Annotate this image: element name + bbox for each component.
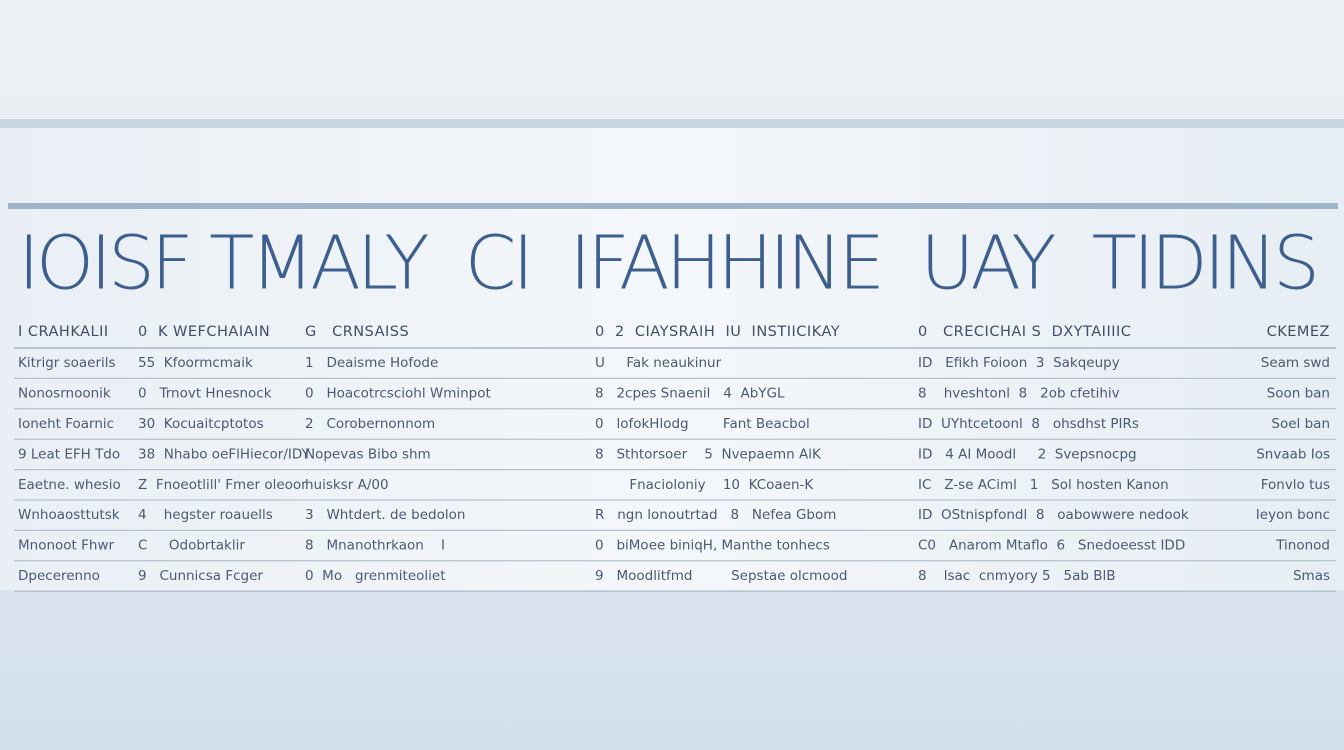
- table-cell: huisksr A/00: [305, 477, 389, 493]
- table: I CRAHKALII 0 K WEFCHAIAIN G CRNSAISS 0 2 C…: [14, 324, 1336, 592]
- column-header: I CRAHKALII: [18, 324, 109, 340]
- table-cell: Smas: [1293, 568, 1330, 584]
- title-rule: [8, 203, 1338, 209]
- table-cell: 0 Mo grenmiteoliet: [305, 568, 446, 584]
- table-cell: 8 Mnanothrkaon I: [305, 538, 445, 554]
- table-cell: U Fak neaukinur: [595, 355, 722, 371]
- table-cell: 0 Trnovt Hnesnock: [138, 386, 272, 402]
- table-cell: Nonosrnoonik: [18, 386, 111, 402]
- table-cell: Eaetne. whesio: [18, 477, 121, 493]
- table-cell: 55 Kfoormcmaik: [138, 355, 253, 371]
- table-cell: ID Efikh Foioon 3 Sakqeupy: [918, 355, 1120, 371]
- table-cell: Kitrigr soaerils: [18, 355, 116, 371]
- table-cell: Ieyon bonc: [1256, 507, 1330, 523]
- table-cell: Fnacioloniy 10 KCoaen-K: [595, 477, 814, 493]
- top-band: [0, 119, 1344, 128]
- table-cell: 8 hveshtonl 8 2ob cfetihiv: [918, 386, 1120, 402]
- table-cell: Z Fnoeotlill' Fmer oleoor: [138, 477, 307, 493]
- table-cell: R ngn lonoutrtad 8 Nefea Gbom: [595, 507, 836, 523]
- table-cell: Soel ban: [1271, 416, 1330, 432]
- table-cell: Snvaab Ios: [1256, 446, 1330, 462]
- column-header: 0 CRECICHAI S DXYTAIIIIC: [918, 324, 1131, 340]
- table-cell: IC Z-se ACiml 1 Sol hosten Kanon: [918, 477, 1169, 493]
- table-cell: Nopevas Bibo shm: [305, 446, 431, 462]
- table-cell: 4 hegster roauells: [138, 507, 273, 523]
- table-cell: Soon ban: [1267, 386, 1330, 402]
- table-cell: Ioneht Foarnic: [18, 416, 114, 432]
- table-cell: Tinonod: [1275, 538, 1330, 554]
- table-cell: 3 Whtdert. de bedolon: [305, 507, 465, 523]
- table-cell: Seam swd: [1261, 355, 1330, 371]
- table-cell: 0 Hoacotrcsciohl Wminpot: [305, 386, 491, 402]
- table-cell: 0 biMoee biniqH, Manthe tonhecs: [595, 538, 830, 554]
- table-cell: 1 Deaisme Hofode: [305, 355, 438, 371]
- table-cell: Mnonoot Fhwr: [18, 538, 114, 554]
- table-cell: ID OStnispfondl 8 oabowwere nedook: [918, 507, 1189, 523]
- table-cell: ID 4 AI Moodl 2 Svepsnocpg: [918, 446, 1137, 462]
- column-header: G CRNSAISS: [305, 324, 409, 340]
- table-cell: 9 Cunnicsa Fcger: [138, 568, 263, 584]
- table-cell: 9 Moodlitfmd Sepstae olcmood: [595, 568, 847, 584]
- column-header: 0 K WEFCHAIAIN: [138, 324, 270, 340]
- table-cell: 8 Sthtorsoer 5 Nvepaemn AlK: [595, 446, 822, 462]
- table-cell: Dpecerenno: [18, 568, 100, 584]
- page-title: IOISF TMALY CI IFAHHINE UAY TIDINS: [18, 221, 1320, 307]
- table-cell: 2 Corobernonnom: [305, 416, 435, 432]
- table-cell: C0 Anarom Mtaflo 6 Snedoeesst IDD: [918, 538, 1185, 554]
- table-cell: 8 2cpes Snaenil 4 AbYGL: [595, 386, 785, 402]
- table-cell: Fonvlo tus: [1261, 477, 1330, 493]
- column-header: 0 2 CIAYSRAIH IU INSTIICIKAY: [595, 324, 840, 340]
- table-cell: 30 Kocuaitcptotos: [138, 416, 264, 432]
- table-cell: Wnhoaosttutsk: [18, 507, 120, 523]
- table-cell: C Odobrtaklir: [138, 538, 245, 554]
- table-cell: 8 lsac cnmyory 5 5ab BlB: [918, 568, 1115, 584]
- table-cell: ID UYhtcetoonl 8 ohsdhst PIRs: [918, 416, 1139, 432]
- table-cell: 0 lofokHlodg Fant Beacbol: [595, 416, 810, 432]
- column-header: CKEMEZ: [1267, 324, 1330, 340]
- table-cell: 38 Nhabo oeFlHiecor/IDY: [138, 446, 311, 462]
- table-cell: 9 Leat EFH Tdo: [18, 446, 120, 462]
